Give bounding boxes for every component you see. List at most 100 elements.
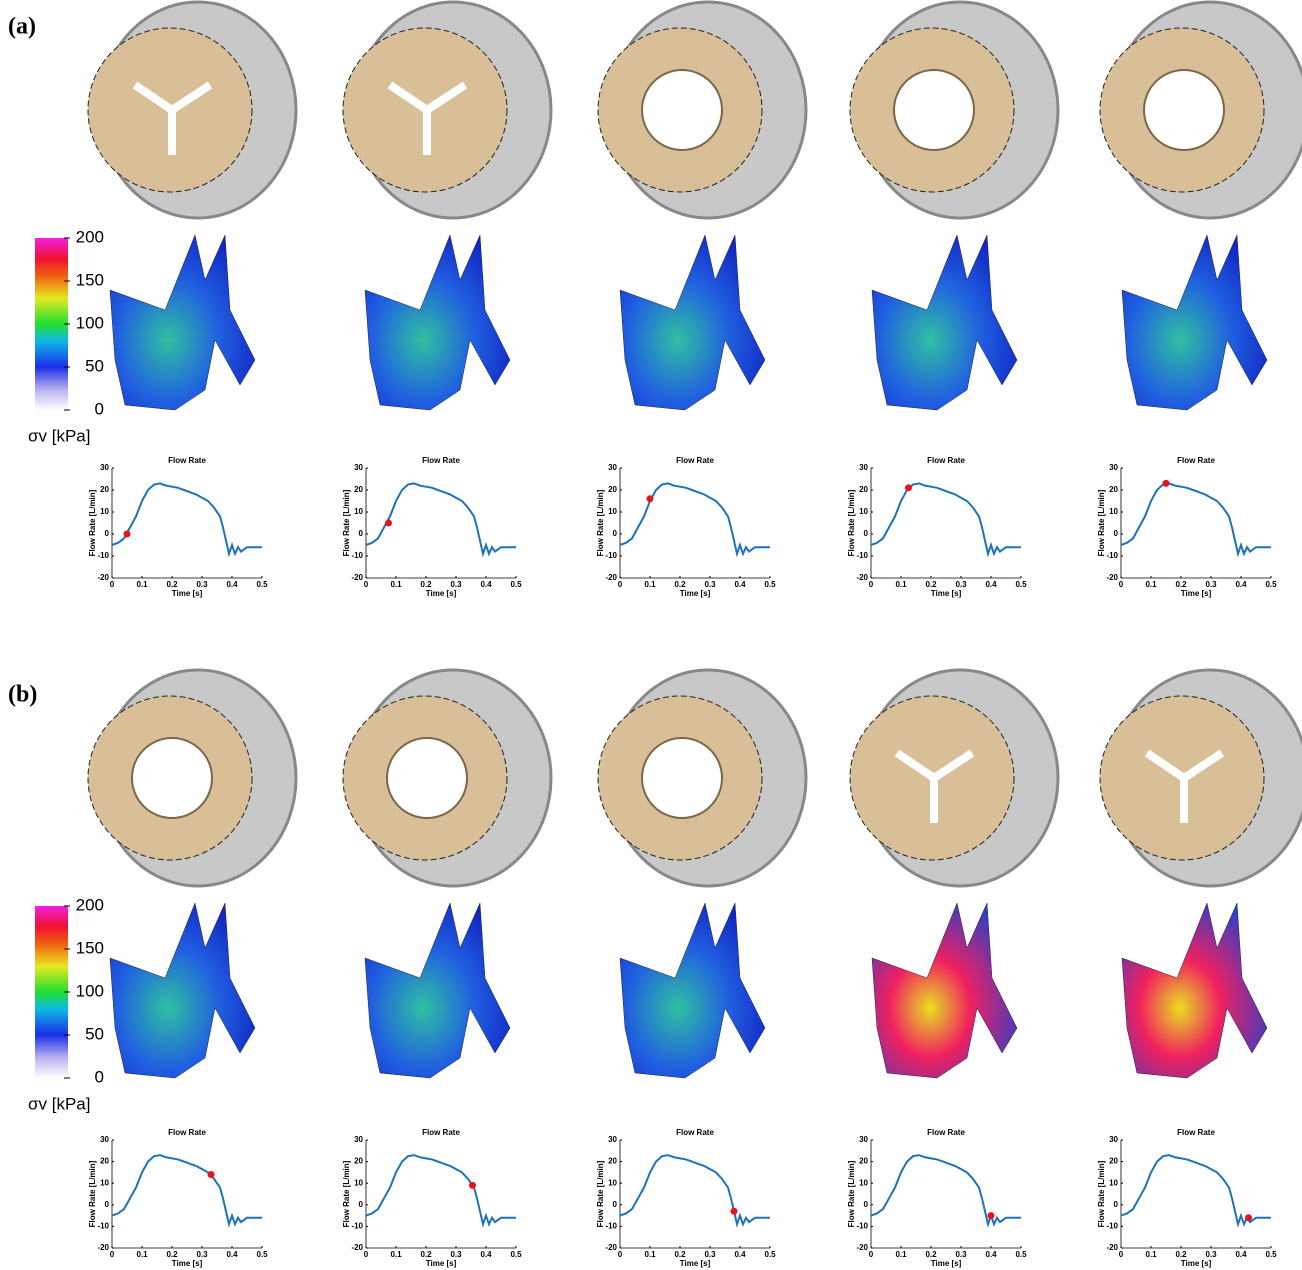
y-tick-label: 0 [864,529,869,538]
colorbar-tick-label: 150 [76,938,104,957]
x-tick-label: 0.4 [734,1250,746,1259]
y-tick-label: -20 [351,1243,363,1252]
y-tick-label: 20 [859,1157,868,1166]
stress-render [872,903,1017,1078]
flow-line [1121,483,1271,553]
x-tick-label: 0.1 [644,1250,656,1259]
x-tick-label: 0.5 [1015,580,1027,589]
time-marker [647,495,654,502]
flow-line [112,483,262,553]
time-marker [385,520,392,527]
x-axis-label: Time [s] [1181,1259,1212,1268]
chart-title: Flow Rate [168,456,206,465]
stress-render [1122,903,1267,1078]
orifice [894,70,974,150]
y-tick-label: 0 [1114,1200,1119,1209]
x-tick-label: 0.4 [480,580,492,589]
x-tick-label: 0.2 [925,1250,937,1259]
flow-line [620,483,770,553]
x-tick-label: 0.1 [644,580,656,589]
y-axis-label: Flow Rate [L/min] [1097,1160,1106,1227]
y-tick-label: 20 [608,485,617,494]
x-tick-label: 0 [618,1250,623,1259]
colorbar-tick-label: 50 [85,356,104,375]
x-tick-label: 0.2 [674,580,686,589]
x-tick-label: 0.1 [136,1250,148,1259]
y-tick-label: 0 [359,529,364,538]
y-axis-label: Flow Rate [L/min] [596,1160,605,1227]
x-tick-label: 0.4 [226,1250,238,1259]
colorbar-label: σv [kPa] [28,426,90,445]
time-marker [124,531,131,538]
y-axis-label: Flow Rate [L/min] [847,1160,856,1227]
x-tick-label: 0.5 [1265,580,1277,589]
x-axis-label: Time [s] [172,589,203,598]
x-tick-label: 0.5 [256,580,268,589]
y-tick-label: -10 [97,551,109,560]
x-tick-label: 0.3 [704,1250,716,1259]
flow-line [366,483,516,553]
colorbar-tick-label: 50 [85,1024,104,1043]
x-tick-label: 0.3 [450,580,462,589]
x-tick-label: 0.4 [480,1250,492,1259]
y-tick-label: -20 [1106,573,1118,582]
x-axis-label: Time [s] [1181,589,1212,598]
chart-title: Flow Rate [422,1128,460,1137]
y-tick-label: -20 [856,1243,868,1252]
x-tick-label: 0 [618,580,623,589]
y-axis-label: Flow Rate [L/min] [596,489,605,556]
leaflet-surface [620,235,765,410]
y-tick-label: 20 [1109,1157,1118,1166]
y-tick-label: 20 [100,1157,109,1166]
y-tick-label: -10 [605,1222,617,1231]
x-axis-label: Time [s] [172,1259,203,1268]
y-axis-label: Flow Rate [L/min] [342,489,351,556]
x-tick-label: 0.4 [1235,580,1247,589]
time-marker [731,1208,738,1215]
leaflet-surface [1122,235,1267,410]
orifice [642,70,722,150]
colorbar-tick-label: 0 [95,399,104,418]
y-tick-label: 30 [100,1135,109,1144]
stress-render [110,235,255,410]
orifice [387,738,467,818]
y-tick-label: -20 [351,573,363,582]
y-tick-label: -20 [605,1243,617,1252]
time-marker [1163,480,1170,487]
x-tick-label: 0.2 [420,1250,432,1259]
x-tick-label: 0 [869,1250,874,1259]
flow-line [1121,1155,1271,1224]
x-tick-label: 0.3 [196,1250,208,1259]
leaflet-surface [1122,903,1267,1078]
colorbar-label: σv [kPa] [28,1094,90,1113]
y-tick-label: 30 [1109,463,1118,472]
x-tick-label: 0.4 [734,580,746,589]
y-tick-label: 30 [354,1135,363,1144]
time-marker [469,1182,476,1189]
panel-label: (b) [8,682,37,708]
x-tick-label: 0.3 [955,1250,967,1259]
y-tick-label: -20 [605,573,617,582]
y-tick-label: 20 [1109,485,1118,494]
y-tick-label: 0 [105,1200,110,1209]
y-tick-label: 10 [608,1178,617,1187]
leaflet-surface [872,903,1017,1078]
stress-render [872,235,1017,410]
colorbar-tick-label: 200 [76,227,104,246]
valve-render [1100,670,1302,886]
x-axis-label: Time [s] [931,1259,962,1268]
y-tick-label: 0 [613,529,618,538]
y-tick-label: 30 [608,463,617,472]
colorbar-tick-label: 100 [76,981,104,1000]
chart-title: Flow Rate [422,456,460,465]
orifice [1144,70,1224,150]
x-tick-label: 0.1 [1145,1250,1157,1259]
y-tick-label: 20 [354,1157,363,1166]
stress-render [365,903,510,1078]
x-tick-label: 0.1 [1145,580,1157,589]
time-marker [905,484,912,491]
y-tick-label: -20 [856,573,868,582]
y-tick-label: 30 [859,463,868,472]
y-tick-label: 20 [608,1157,617,1166]
flow-line [871,1155,1021,1224]
